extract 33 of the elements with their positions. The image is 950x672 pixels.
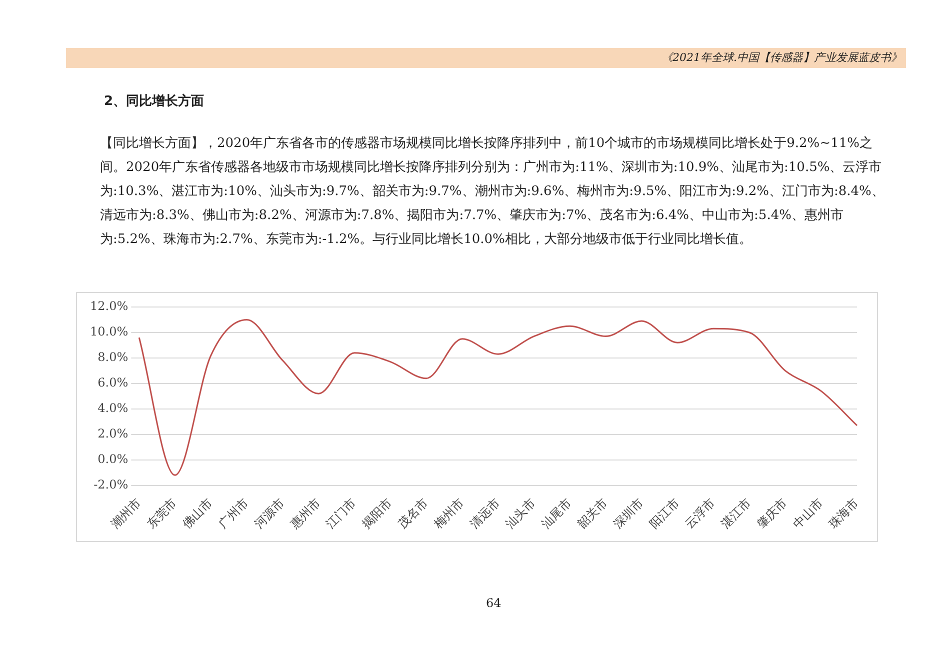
y-tick-label: 4.0% [98,401,128,416]
chart-title: 2、同比增长方面 [104,92,204,110]
text: 64 [486,596,502,610]
y-tick-label: 12.0% [90,299,128,314]
x-tick-label: 汕头市 [502,496,538,532]
x-tick-label: 揭阳市 [359,496,395,532]
x-tick-label: 湛江市 [718,496,754,532]
text: 《2021年全球.中国【传感器】产业发展蓝皮书》 [66,48,906,68]
y-tick-label: -2.0% [94,477,128,492]
x-tick-label: 江门市 [323,496,359,532]
x-tick-label: 肇庆市 [754,496,790,532]
y-tick-label: 2.0% [98,426,128,441]
x-tick-label: 阳江市 [646,496,682,532]
x-tick-label: 珠海市 [826,496,862,532]
x-tick-label: 河源市 [252,496,288,532]
x-tick-label: 梅州市 [430,496,466,532]
y-tick-label: 6.0% [98,376,128,390]
y-tick-label: 8.0% [98,350,128,364]
x-tick-label: 东莞市 [144,496,180,532]
x-tick-label: 潮州市 [108,496,144,532]
x-tick-label: 汕尾市 [538,496,574,532]
x-tick-label: 佛山市 [180,496,216,532]
x-tick-label: 清远市 [467,496,502,532]
chart-subtitle: 【同比增长方面】，2020年广东省各市的传感器市场规模同比增长按降序排列中，前10个城市的市场规模同比增长处于9.2%~11%之间。2020年广东省传感器各地级市市场规模同比增长按降序排列分别为：广州市为:11%、深圳市为:10.9%、汕尾市为:10.5%、云浮市为:10.3%、湛江市为:10%、汕头市为:9.7%、韶关市为:9.7%、潮州市为:9.6%、梅州市为:9.5%、阳江市为:9.2%、江门市为:8.4%、清远市为:8.3%、佛山市为:8.2%、河源市为:7.8%、揭阳市为:7.7%、肇庆市为:7%、茂名市为:6.4%、中山市为:5.4%、惠州市为:5.2%、珠海市为:2.7%、东莞市为:-1.2%。与行业同比增长10.0%相比，大部分地级市低于行业同比增长值。 [100,135,886,249]
y-tick-label: 0.0% [98,452,128,466]
x-tick-label: 茂名市 [395,496,431,532]
x-tick-label: 惠州市 [286,496,323,532]
x-tick-label: 深圳市 [610,496,646,532]
x-tick-label: 广州市 [216,496,252,532]
x-tick-label: 中山市 [790,496,826,532]
y-tick-label: 10.0% [90,324,128,339]
x-tick-label: 云浮市 [682,496,718,532]
x-tick-label: 韶关市 [574,496,610,532]
